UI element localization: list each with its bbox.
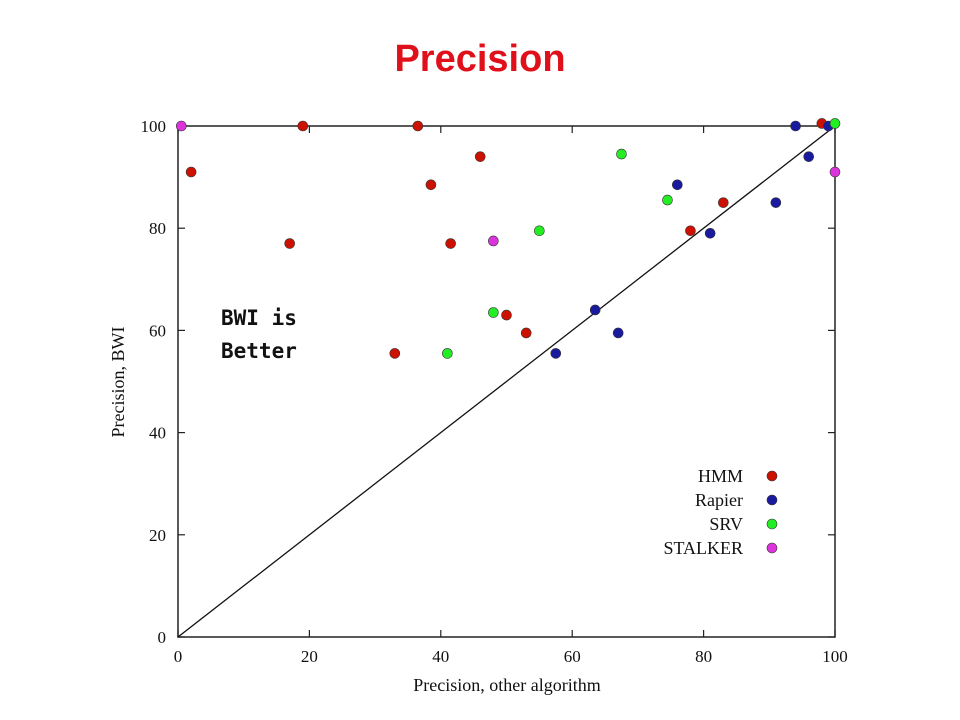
data-point-hmm [520,327,532,339]
x-tick-label: 20 [301,647,318,666]
y-tick-label: 40 [149,424,166,443]
data-point-rapier [550,348,562,359]
legend-label-srv: SRV [709,514,743,534]
axis-ticks: 0 20 40 60 80 100 0 20 40 60 80 100 [141,117,848,666]
data-point-rapier [589,304,601,316]
page-title: Precision [394,38,566,80]
y-tick-label: 20 [149,526,166,545]
annotation-line-1: BWI is [221,306,297,330]
legend-label-stalker: STALKER [663,538,743,558]
data-point-hmm [412,120,424,132]
data-point-stalker [175,120,187,132]
data-point-srv [829,118,841,129]
data-point-srv [534,225,545,237]
data-point-hmm [445,238,456,249]
y-tick-label: 100 [141,117,167,136]
legend-marker-stalker [766,542,778,554]
data-point-rapier [770,197,782,208]
data-point-srv [488,307,499,318]
x-tick-label: 80 [695,647,712,666]
data-point-hmm [685,225,696,237]
data-point-hmm [297,120,309,132]
data-point-hmm [718,197,729,208]
y-tick-label: 0 [158,628,167,647]
legend: HMM Rapier SRV STALKER [663,466,778,558]
x-tick-label: 40 [432,647,449,666]
x-axis-label: Precision, other algorithm [413,675,600,695]
x-tick-label: 0 [174,647,183,666]
data-point-stalker [488,235,499,247]
data-points [175,118,841,359]
data-point-rapier [704,228,716,239]
y-tick-label: 60 [149,321,166,340]
diagonal-line [177,125,836,638]
legend-label-rapier: Rapier [695,490,743,510]
data-point-srv [442,348,453,359]
data-point-hmm [501,309,512,321]
legend-label-hmm: HMM [698,466,743,486]
data-point-hmm [389,348,401,359]
data-point-hmm [284,238,295,249]
plot-area [177,125,836,638]
data-point-hmm [185,166,197,178]
legend-marker-srv [766,518,778,530]
data-point-rapier [790,120,801,132]
data-point-hmm [425,179,437,191]
legend-marker-hmm [766,470,778,482]
data-point-srv [662,194,673,206]
data-point-rapier [612,327,624,339]
y-axis-label: Precision, BWI [108,327,128,438]
y-tick-label: 80 [149,219,166,238]
x-tick-label: 100 [822,647,848,666]
data-point-stalker [829,166,841,178]
x-tick-label: 60 [564,647,581,666]
data-point-rapier [672,179,683,191]
annotation-line-2: Better [221,339,297,363]
data-point-srv [616,148,627,160]
legend-marker-rapier [766,494,778,506]
data-point-hmm [474,151,486,162]
data-point-rapier [803,151,815,162]
